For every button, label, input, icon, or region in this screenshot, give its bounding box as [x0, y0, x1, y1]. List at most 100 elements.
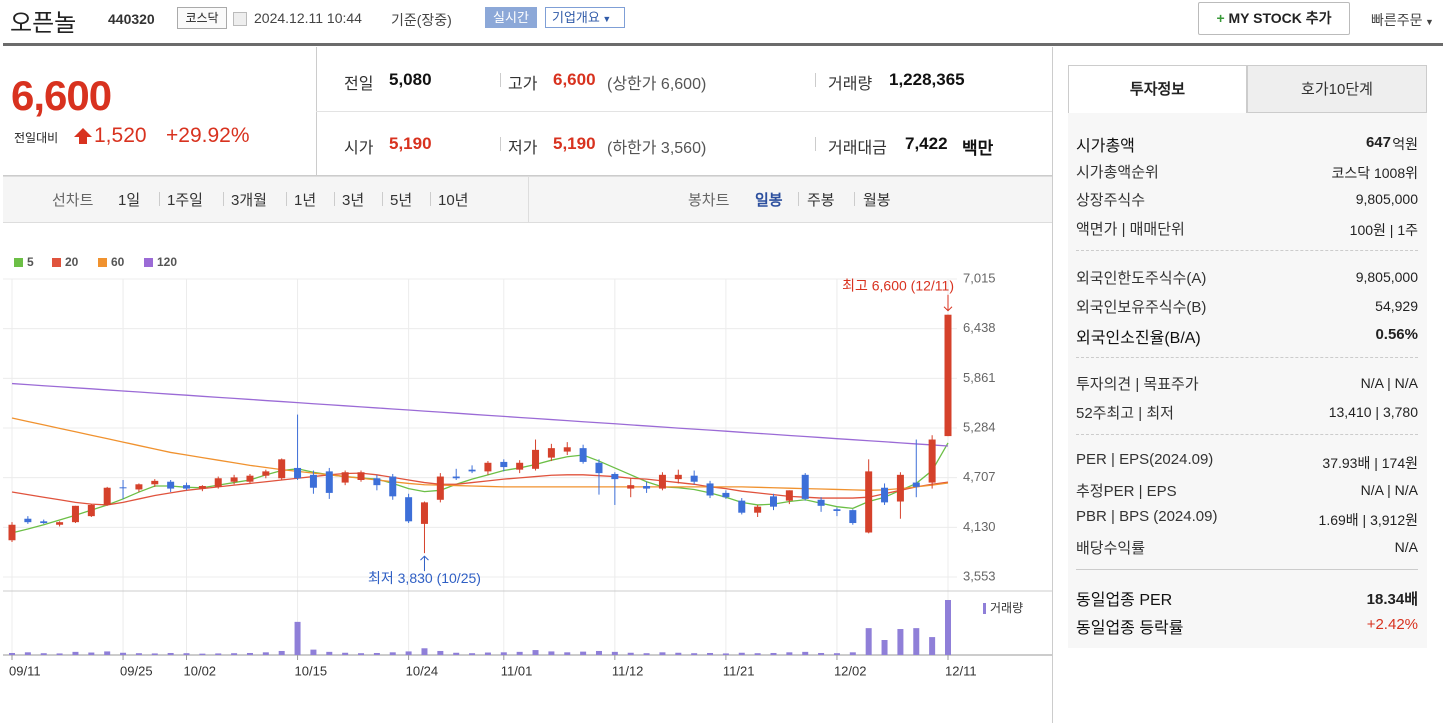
volume-bar	[786, 652, 793, 655]
quick-order[interactable]: 빠른주문 ▼	[1371, 12, 1434, 28]
info-label: PER | EPS(2024.09)	[1076, 451, 1214, 468]
y-tick-label: 6,438	[963, 320, 996, 335]
up-icon	[74, 128, 92, 144]
candle-body	[56, 522, 64, 525]
overview-label: 기업개요	[552, 10, 600, 25]
volume-bar	[120, 652, 127, 655]
calendar-icon	[233, 12, 247, 26]
stat-label: 저가	[508, 140, 538, 157]
volume-bar	[691, 653, 698, 655]
info-label: 외국인한도주식수(A)	[1076, 270, 1207, 287]
tab-separator	[286, 192, 287, 206]
volume-legend-swatch	[983, 603, 986, 614]
volume-bar	[580, 651, 587, 655]
tab-separator	[223, 192, 224, 206]
candle-body	[579, 448, 587, 462]
candle-tab[interactable]: 주봉	[807, 192, 835, 209]
candle-body	[912, 482, 920, 487]
info-label: 동일업종 등락률	[1076, 620, 1184, 637]
low-annotation: 최저 3,830 (10/25)	[368, 570, 481, 586]
candle-body	[341, 472, 349, 483]
period-tab[interactable]: 5년	[390, 192, 413, 209]
tab-separator	[382, 192, 383, 206]
high-arrow	[943, 294, 953, 312]
candle-body	[214, 478, 222, 487]
x-tick-label: 11/01	[501, 663, 533, 678]
period-tab[interactable]: 3개월	[231, 192, 267, 209]
mystock-button[interactable]: + MY STOCK 추가	[1198, 2, 1350, 35]
candle-tab[interactable]: 일봉	[755, 192, 783, 209]
volume-bar	[627, 652, 634, 655]
ma-line	[11, 417, 949, 491]
volume-bar	[88, 652, 95, 655]
candle-body	[928, 439, 936, 483]
info-label: PBR | BPS (2024.09)	[1076, 508, 1218, 525]
y-tick-label: 4,707	[963, 469, 996, 484]
volume-bar	[643, 653, 650, 655]
period-tab[interactable]: 10년	[438, 192, 469, 209]
stat-unit: 백만	[962, 139, 994, 158]
volume-bar	[818, 652, 825, 655]
period-tab[interactable]: 1일	[118, 192, 141, 209]
info-label: 투자의견 | 목표주가	[1076, 376, 1199, 393]
info-label: 액면가 | 매매단위	[1076, 221, 1185, 238]
change-label: 전일대비	[14, 131, 59, 145]
candle-body	[405, 497, 413, 522]
header-rule	[3, 43, 1443, 46]
volume-bar	[56, 653, 63, 655]
candle-body	[420, 502, 428, 524]
group-separator	[1076, 569, 1418, 570]
info-value: N/A	[1394, 539, 1418, 555]
volume-bar	[675, 652, 682, 655]
legend-swatch	[98, 258, 107, 267]
candle-body	[785, 490, 793, 501]
period-tab[interactable]: 1년	[294, 192, 317, 209]
candle-body	[643, 486, 651, 489]
candle-body	[896, 474, 904, 502]
side-tab-active[interactable]: 투자정보	[1068, 65, 1247, 113]
volume-bar	[484, 652, 491, 655]
candle-body	[738, 500, 746, 513]
stat-label: 시가	[344, 140, 374, 157]
volume-bar	[326, 651, 333, 655]
volume-bar	[833, 653, 840, 655]
candle-tab[interactable]: 월봉	[863, 192, 891, 209]
candle-body	[183, 485, 191, 489]
realtime-button[interactable]: 실시간	[485, 7, 537, 28]
candle-body	[278, 459, 286, 479]
period-tab[interactable]: 1주일	[167, 192, 203, 209]
side-tab[interactable]: 호가10단계	[1247, 65, 1427, 113]
info-label: 시가총액	[1076, 138, 1135, 155]
stat-separator	[500, 137, 501, 151]
volume-bar	[738, 652, 745, 655]
price: 6,600	[11, 72, 112, 119]
legend-label: 20	[65, 255, 79, 269]
x-tick-label: 09/11	[9, 663, 41, 678]
candle-body	[357, 472, 365, 480]
volume-bar	[246, 652, 253, 655]
info-value: 9,805,000	[1355, 191, 1418, 207]
candle-body	[468, 469, 476, 472]
candle-body	[817, 499, 825, 506]
candle-body	[119, 487, 127, 489]
candle-body	[563, 447, 571, 452]
stat-value: 5,190	[389, 134, 432, 153]
volume-bar	[294, 621, 301, 655]
info-label: 상장주식수	[1076, 192, 1146, 209]
info-label: 동일업종 PER	[1076, 592, 1173, 609]
period-tab[interactable]: 3년	[342, 192, 365, 209]
volume-bar	[548, 651, 555, 655]
info-label: 52주최고 | 최저	[1076, 405, 1174, 422]
overview-button[interactable]: 기업개요 ▼	[545, 7, 625, 28]
candle-body	[674, 474, 682, 480]
volume-bar	[913, 628, 920, 655]
volume-bar	[469, 653, 476, 655]
candle-body	[484, 462, 492, 472]
info-value: 37.93배 | 174원	[1322, 455, 1418, 471]
tab-separator	[798, 192, 799, 206]
change-pct: +29.92%	[166, 124, 250, 147]
candle-body	[547, 448, 555, 458]
quote-box	[3, 47, 1052, 176]
y-tick-label: 4,130	[963, 519, 996, 534]
volume-bar	[564, 652, 571, 655]
